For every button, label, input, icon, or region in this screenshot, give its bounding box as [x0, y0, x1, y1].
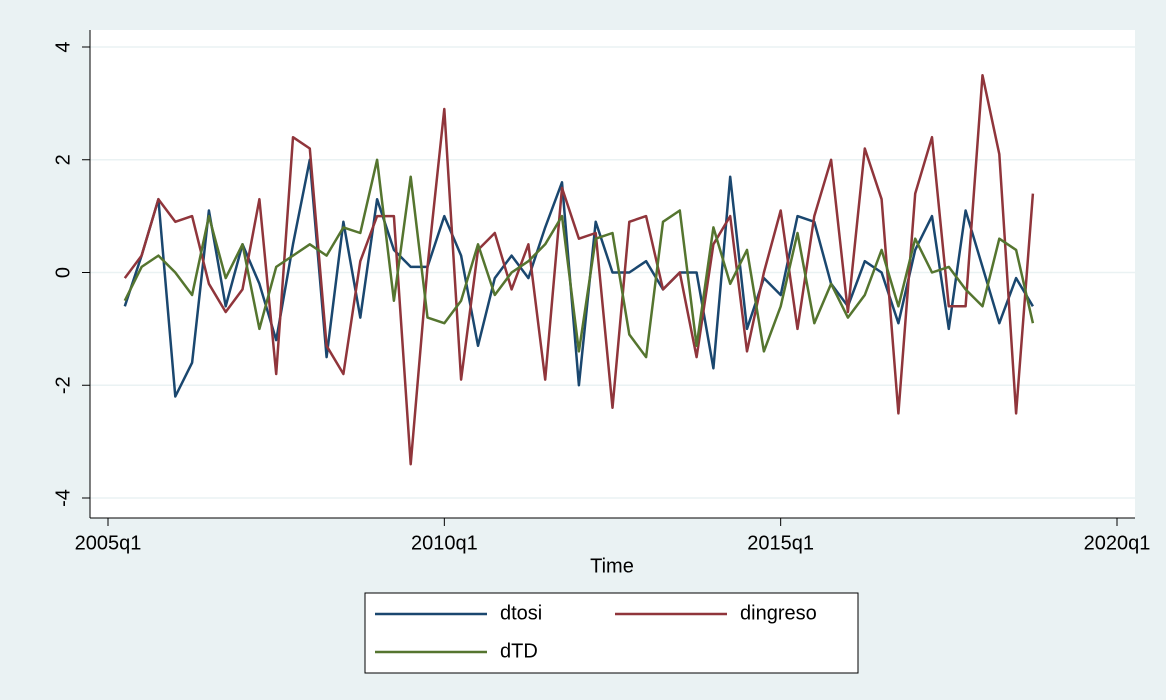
- legend-label: dingreso: [740, 602, 817, 624]
- y-tick-label: 0: [52, 267, 74, 278]
- x-tick-label: 2005q1: [75, 532, 142, 554]
- x-axis-label: Time: [590, 555, 634, 577]
- plot-area: [90, 30, 1135, 518]
- legend-label: dtosi: [500, 602, 542, 624]
- legend-box: [364, 592, 859, 674]
- x-tick-label: 2010q1: [411, 532, 478, 554]
- x-tick-label: 2015q1: [747, 532, 814, 554]
- series-line: [123, 158, 1035, 359]
- y-tick-label: 2: [52, 154, 74, 165]
- legend-label: dTD: [500, 640, 538, 662]
- series-line: [123, 158, 1034, 398]
- y-tick-label: 4: [52, 41, 74, 52]
- series-line: [123, 73, 1035, 466]
- x-tick-label: 2020q1: [1084, 532, 1151, 554]
- y-tick-label: -2: [52, 376, 74, 394]
- y-tick-label: -4: [52, 489, 74, 507]
